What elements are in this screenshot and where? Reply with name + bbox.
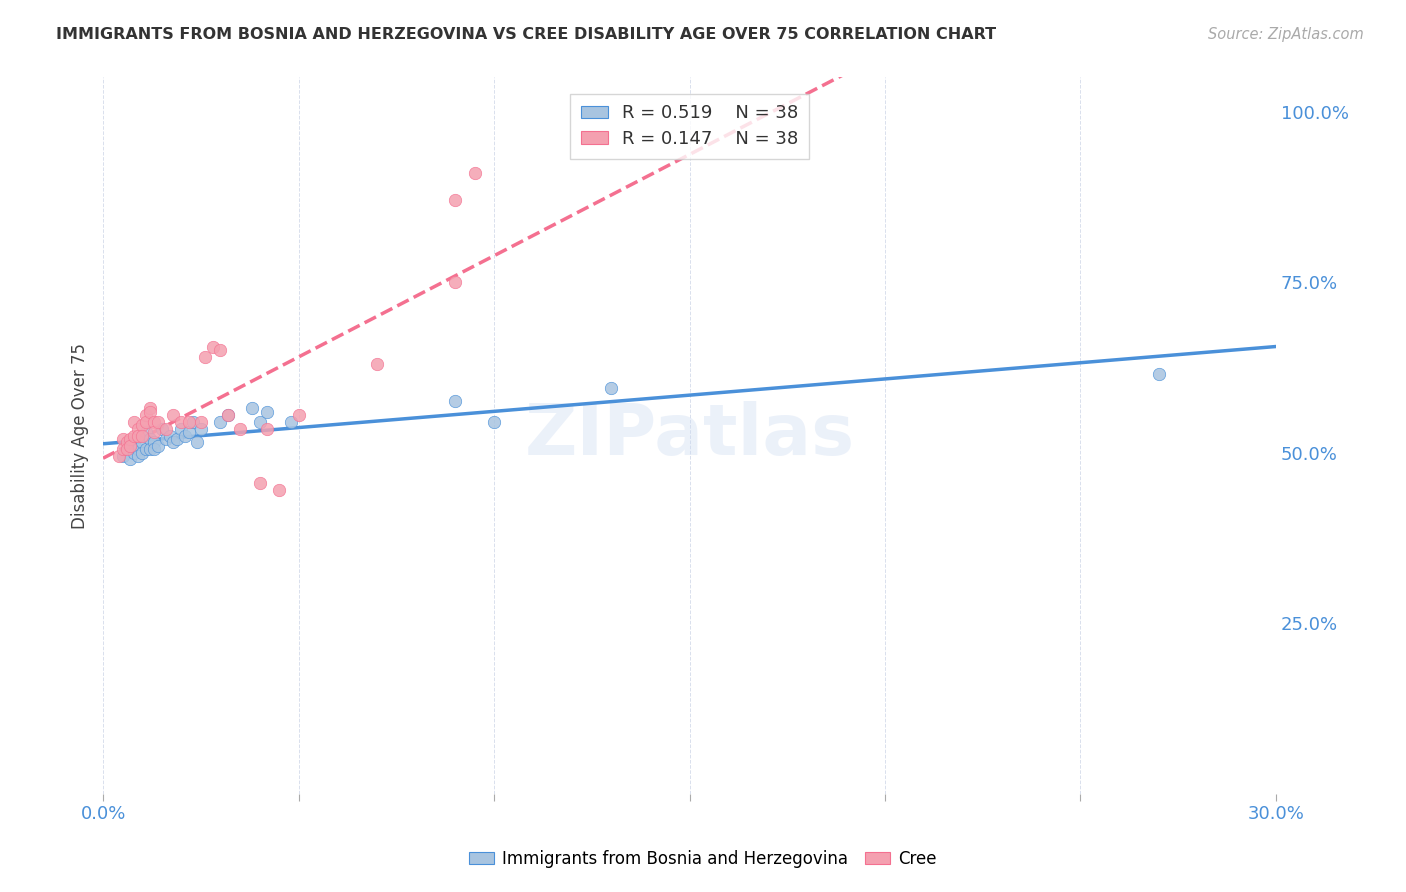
Point: [240, 401, 263, 416]
Point: [124, 435, 146, 450]
Text: ZIPatlas: ZIPatlas: [524, 401, 855, 470]
Point: [146, 415, 169, 429]
Point: [256, 405, 278, 419]
Point: [142, 435, 165, 450]
Point: [115, 442, 138, 457]
Point: [217, 408, 239, 422]
Point: [135, 425, 157, 439]
Text: Source: ZipAtlas.com: Source: ZipAtlas.com: [1208, 27, 1364, 42]
Point: [124, 415, 146, 429]
Point: [287, 408, 309, 422]
Point: [150, 422, 173, 436]
Point: [131, 428, 153, 442]
Point: [444, 394, 467, 409]
Point: [115, 442, 138, 457]
Text: IMMIGRANTS FROM BOSNIA AND HERZEGOVINA VS CREE DISABILITY AGE OVER 75 CORRELATIO: IMMIGRANTS FROM BOSNIA AND HERZEGOVINA V…: [56, 27, 997, 42]
Point: [170, 415, 193, 429]
Point: [131, 418, 153, 433]
Legend: R = 0.519    N = 38, R = 0.147    N = 38: R = 0.519 N = 38, R = 0.147 N = 38: [569, 94, 810, 159]
Point: [127, 449, 149, 463]
Point: [139, 432, 162, 446]
Point: [249, 476, 271, 491]
Point: [142, 415, 165, 429]
Point: [229, 422, 252, 436]
Point: [482, 415, 505, 429]
Point: [120, 439, 142, 453]
Point: [115, 435, 138, 450]
Point: [142, 442, 165, 457]
Point: [135, 442, 157, 457]
Point: [131, 435, 153, 450]
Point: [600, 381, 623, 395]
Legend: Immigrants from Bosnia and Herzegovina, Cree: Immigrants from Bosnia and Herzegovina, …: [463, 844, 943, 875]
Point: [127, 422, 149, 436]
Point: [194, 350, 217, 364]
Point: [162, 408, 184, 422]
Point: [181, 415, 204, 429]
Point: [444, 275, 467, 289]
Point: [139, 405, 162, 419]
Point: [120, 452, 142, 467]
Point: [249, 415, 271, 429]
Point: [209, 343, 232, 358]
Point: [174, 428, 197, 442]
Point: [464, 166, 486, 180]
Point: [217, 408, 239, 422]
Point: [111, 449, 134, 463]
Point: [209, 415, 232, 429]
Point: [166, 432, 188, 446]
Point: [170, 422, 193, 436]
Point: [186, 435, 208, 450]
Point: [146, 439, 169, 453]
Point: [179, 425, 201, 439]
Point: [444, 193, 467, 207]
Point: [155, 432, 177, 446]
Point: [179, 415, 201, 429]
Point: [131, 445, 153, 459]
Point: [111, 442, 134, 457]
Point: [162, 435, 184, 450]
Point: [139, 401, 162, 416]
Point: [107, 449, 129, 463]
Point: [1147, 367, 1170, 381]
Point: [280, 415, 302, 429]
Point: [155, 422, 177, 436]
Point: [190, 415, 212, 429]
Point: [124, 428, 146, 442]
Y-axis label: Disability Age Over 75: Disability Age Over 75: [72, 343, 89, 529]
Point: [142, 425, 165, 439]
Point: [124, 445, 146, 459]
Point: [127, 428, 149, 442]
Point: [267, 483, 290, 497]
Point: [201, 340, 224, 354]
Point: [139, 442, 162, 457]
Point: [135, 408, 157, 422]
Point: [111, 432, 134, 446]
Point: [120, 439, 142, 453]
Point: [135, 415, 157, 429]
Point: [120, 432, 142, 446]
Point: [366, 357, 388, 371]
Point: [190, 422, 212, 436]
Point: [159, 428, 181, 442]
Point: [256, 422, 278, 436]
Point: [127, 442, 149, 457]
